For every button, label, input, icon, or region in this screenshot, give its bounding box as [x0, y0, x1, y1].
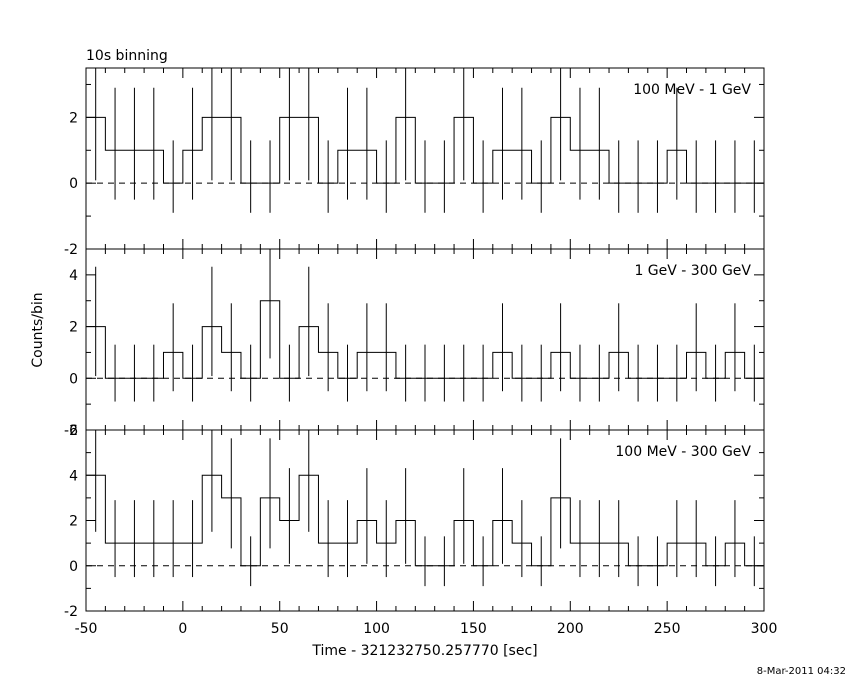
y-tick-label: 0 — [69, 559, 78, 575]
x-tick-label: 250 — [654, 621, 681, 637]
y-tick-label: 6 — [69, 423, 78, 439]
y-tick-label: 2 — [69, 110, 78, 126]
panel-2: -2 0 2 4 1 GeV - 300 GeV — [64, 248, 765, 439]
panel-3: -2 0 2 4 6 100 MeV - 300 GeV — [64, 423, 765, 620]
panel-energy-label: 100 MeV - 300 GeV — [615, 444, 751, 460]
panel-energy-label: 1 GeV - 300 GeV — [634, 263, 751, 279]
panel-energy-label: 100 MeV - 1 GeV — [633, 82, 751, 98]
x-tick-label: 150 — [460, 621, 487, 637]
y-tick-label: 4 — [69, 468, 78, 484]
y-tick-label: 2 — [69, 320, 78, 336]
timestamp: 8-Mar-2011 04:32 — [757, 666, 846, 677]
x-tick-label: 50 — [271, 621, 289, 637]
x-tick-label: 300 — [751, 621, 778, 637]
y-axis-label: Counts/bin — [30, 292, 46, 367]
binning-label: 10s binning — [86, 48, 168, 64]
y-tick-label: -2 — [64, 604, 78, 620]
histogram-series — [86, 116, 764, 184]
x-tick-label: 0 — [178, 621, 187, 637]
x-axis-label: Time - 321232750.257770 [sec] — [311, 643, 537, 659]
y-tick-label: 2 — [69, 514, 78, 530]
panel-1: -2 0 2 100 MeV - 1 GeV — [64, 67, 765, 258]
y-tick-label: -2 — [64, 242, 78, 258]
y-tick-label: 4 — [69, 268, 78, 284]
x-tick-label: -50 — [75, 621, 98, 637]
x-tick-label: 100 — [363, 621, 390, 637]
y-tick-label: 0 — [69, 176, 78, 192]
y-tick-label: -2 — [64, 423, 78, 439]
histogram-series — [86, 300, 764, 379]
x-tick-label: 200 — [557, 621, 584, 637]
y-tick-label: 0 — [69, 371, 78, 387]
